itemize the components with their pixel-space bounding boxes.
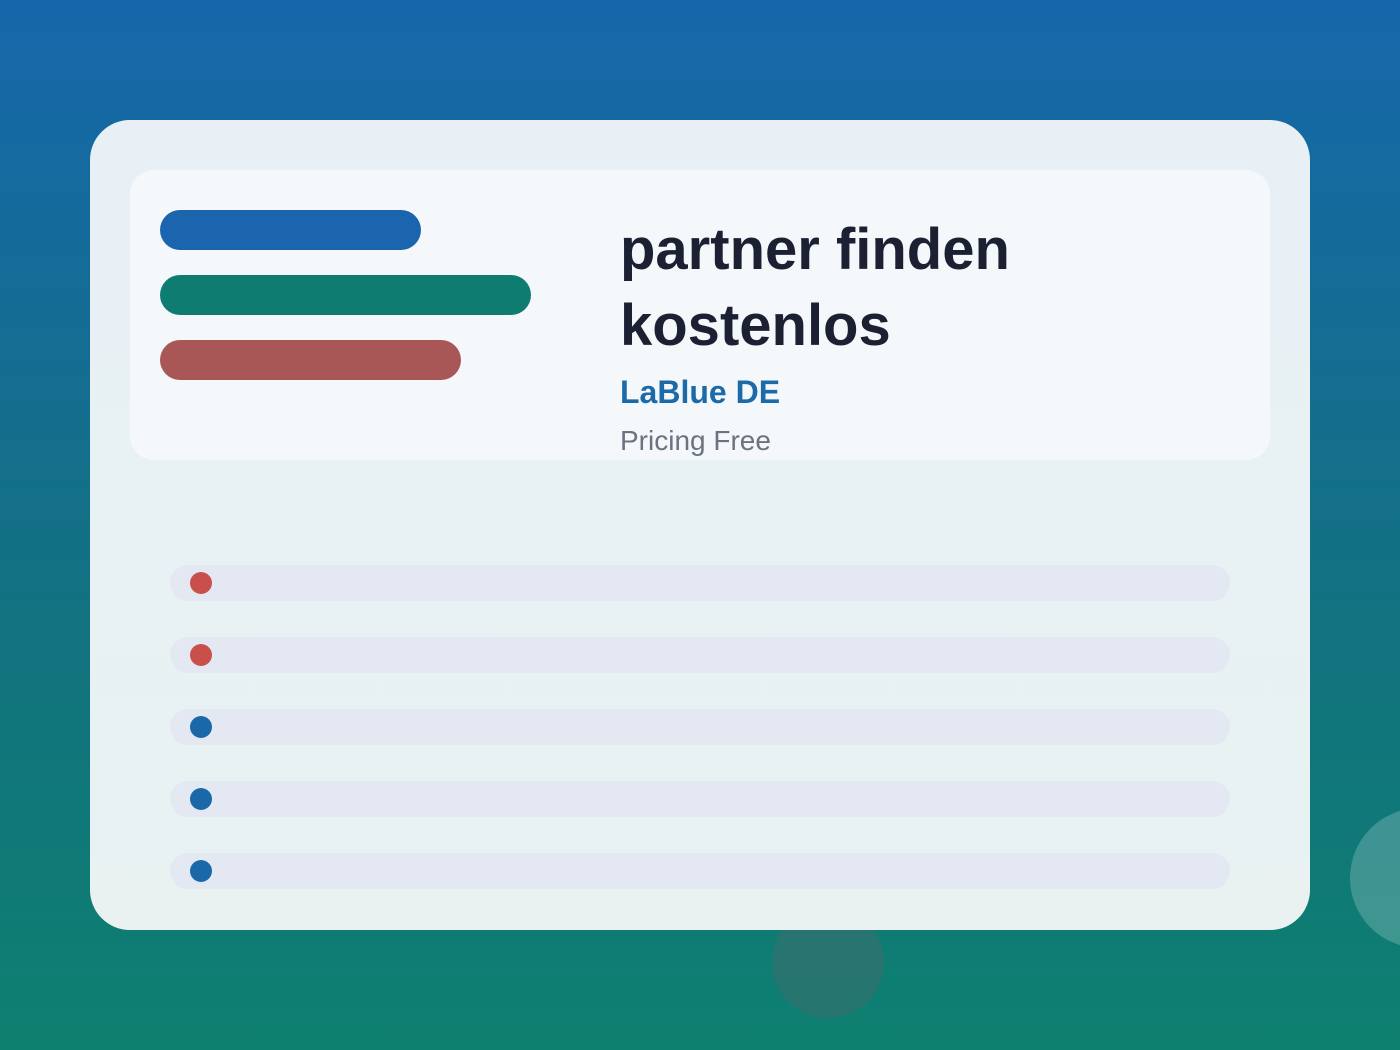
brand: LaBlue DE [620, 374, 781, 410]
decor-circle [1350, 808, 1400, 948]
list-row [170, 565, 1230, 601]
title: partner finden kostenlos [620, 217, 1010, 358]
dot [190, 860, 212, 882]
dot [190, 788, 212, 810]
dot [190, 572, 212, 594]
decor-bar [160, 340, 461, 380]
list-row [170, 853, 1230, 889]
list-row [170, 637, 1230, 673]
decor-bar [160, 210, 421, 250]
dot [190, 644, 212, 666]
dot [190, 716, 212, 738]
list-row [170, 709, 1230, 745]
card: partner finden kostenlos LaBlue DE Prici… [90, 120, 1310, 930]
decor-bar [160, 275, 531, 315]
hero-panel: partner finden kostenlos LaBlue DE Prici… [130, 170, 1270, 460]
list-row [170, 781, 1230, 817]
pricing: Pricing Free [620, 425, 771, 456]
